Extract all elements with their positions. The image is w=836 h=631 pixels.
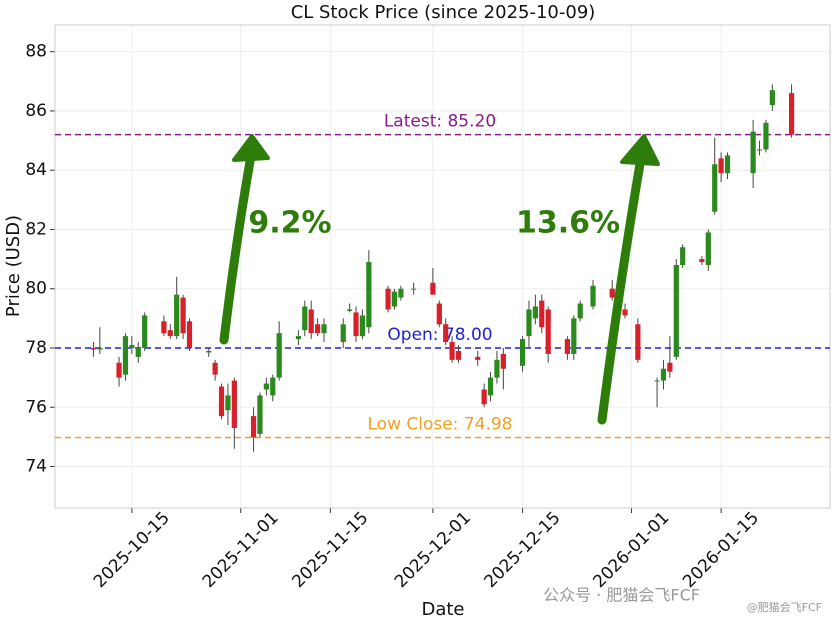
candle-body [308, 309, 314, 334]
candle-body [122, 336, 129, 375]
candle-body [225, 395, 231, 411]
candle-body [494, 359, 500, 378]
candle-body [295, 336, 301, 340]
candle-body [635, 324, 641, 360]
reference-label: Low Close: 74.98 [368, 414, 513, 434]
candle-body [212, 362, 218, 375]
candle-body [321, 324, 327, 334]
candle-body [97, 347, 103, 350]
candle-body [500, 353, 506, 369]
candle-body [161, 321, 167, 334]
candle-body [756, 149, 763, 151]
candle-body [481, 389, 487, 405]
candle-body [174, 294, 180, 337]
candle-body [302, 306, 308, 331]
y-tick-label: 80 [25, 279, 47, 299]
candle-body [712, 164, 718, 212]
reference-label: Latest: 85.20 [384, 112, 496, 132]
y-tick-label: 74 [25, 457, 47, 477]
candle-body [654, 380, 660, 382]
x-axis-label: Date [421, 599, 464, 620]
reference-label: Open: 78.00 [387, 325, 492, 345]
y-axis-label: Price (USD) [3, 215, 24, 317]
candle-body [359, 315, 366, 337]
candle-body [250, 416, 257, 438]
candle-body [660, 368, 667, 381]
arrow-head [620, 134, 660, 166]
candle-body [391, 291, 398, 307]
y-tick-label: 82 [25, 219, 47, 239]
candle-body [545, 309, 551, 354]
candle-body [436, 303, 442, 325]
candle-body [539, 300, 545, 328]
candle-body [276, 333, 282, 378]
candle-body [564, 339, 570, 354]
candle-body [186, 321, 193, 348]
candle-body [366, 262, 372, 328]
arrow-head [232, 134, 270, 162]
candle-body [532, 306, 538, 319]
candle-body [622, 309, 628, 316]
candle-body [116, 362, 122, 378]
arrow-label: 9.2% [248, 206, 331, 241]
arrow [219, 145, 257, 345]
candle-body [167, 330, 173, 337]
y-tick-label: 78 [25, 338, 47, 358]
candle-body [347, 309, 353, 311]
y-tick-label: 84 [25, 160, 47, 180]
candle-body [788, 93, 795, 135]
candle-body [769, 90, 775, 106]
chart-title: CL Stock Price (since 2025-10-09) [291, 2, 596, 23]
candle-body [699, 259, 705, 263]
candle-body [430, 282, 436, 295]
candle-body [270, 377, 276, 396]
candle-body [718, 158, 724, 174]
candle-body [667, 362, 673, 372]
candle-body [315, 324, 321, 334]
arrow [597, 147, 647, 425]
candle-body [263, 383, 269, 390]
candle-body [257, 395, 263, 434]
candle-body [750, 131, 756, 174]
candle-body [455, 350, 462, 360]
y-tick-label: 88 [25, 42, 47, 62]
candle-body [180, 297, 186, 334]
candle-body [449, 342, 455, 360]
candle-body [577, 303, 583, 319]
candle-body [135, 347, 141, 357]
candle-body [609, 288, 615, 298]
candle-body [218, 386, 225, 417]
candle-body [398, 288, 404, 298]
y-tick-label: 76 [25, 397, 47, 417]
candle-body [763, 122, 769, 150]
candle-body [590, 285, 596, 307]
plot-frame [54, 24, 831, 509]
candle-body [487, 377, 494, 396]
candle-body [443, 324, 449, 343]
candle-body [526, 309, 532, 337]
candle-body [475, 356, 481, 360]
watermark: 公众号 · 肥猫会飞FCF [543, 586, 700, 605]
candle-body [571, 318, 577, 354]
candle-body [206, 350, 212, 353]
candle-body [340, 324, 346, 343]
candle-body [142, 315, 148, 348]
candle-body [673, 265, 679, 357]
y-tick-label: 86 [25, 101, 47, 121]
candle-body [385, 288, 391, 310]
arrow-label: 13.6% [516, 206, 620, 241]
candle-body [231, 380, 237, 428]
candle-body [705, 232, 711, 266]
watermark: @肥猫会飞FCF [747, 601, 822, 614]
candle-body [680, 247, 686, 266]
candle-body [411, 288, 417, 290]
candle-body [90, 347, 97, 350]
candle-body [724, 155, 731, 174]
candle-body [353, 312, 359, 337]
candle-body [129, 345, 135, 348]
candle-body [519, 339, 526, 366]
